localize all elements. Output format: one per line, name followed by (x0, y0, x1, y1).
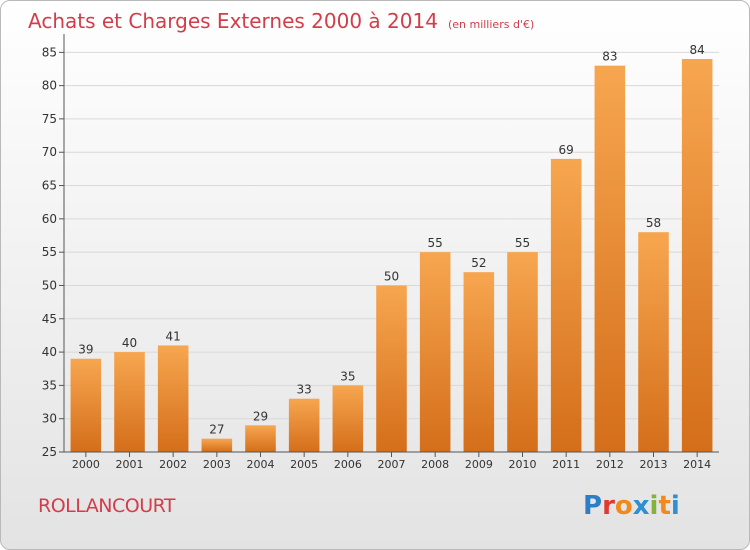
bar-2002 (157, 345, 189, 452)
bar-2000 (70, 358, 102, 452)
chart-title: Achats et Charges Externes 2000 à 2014 (e… (28, 9, 534, 33)
bar-2011 (550, 158, 582, 452)
bar-2012 (594, 65, 626, 452)
bar-value-label: 58 (646, 216, 661, 230)
bar-value-label: 55 (428, 236, 443, 250)
bar-2007 (376, 285, 407, 452)
bar-value-label: 35 (340, 369, 355, 383)
bar-value-label: 52 (471, 256, 486, 270)
y-tick-label: 40 (42, 345, 57, 359)
commune-name: ROLLANCOURT (38, 495, 176, 517)
y-tick-label: 45 (42, 312, 57, 326)
bar-2005 (288, 398, 320, 452)
x-tick-label: 2014 (683, 458, 711, 471)
bar-2003 (201, 438, 233, 452)
chart-title-text: Achats et Charges Externes 2000 à 2014 (28, 9, 438, 33)
y-tick-label: 75 (42, 112, 57, 126)
bar-value-label: 40 (122, 336, 137, 350)
bar-2014 (681, 58, 713, 452)
chart-unit: (en milliers d'€) (447, 18, 535, 31)
bar-value-label: 50 (384, 269, 399, 283)
brand-letter: t (658, 491, 671, 521)
x-tick-label: 2006 (334, 458, 362, 471)
y-tick-label: 50 (42, 278, 57, 292)
bar-2009 (463, 272, 495, 452)
y-tick-label: 80 (42, 79, 57, 93)
y-tick-label: 25 (42, 445, 57, 459)
brand-letter: i (670, 491, 680, 521)
bar-2013 (638, 232, 669, 452)
x-tick-label: 2013 (640, 458, 668, 471)
y-tick-label: 60 (42, 212, 57, 226)
x-tick-label: 2010 (509, 458, 537, 471)
bar-2006 (332, 385, 364, 452)
bar-2004 (245, 425, 276, 452)
bar-value-label: 69 (559, 143, 574, 157)
bar-value-label: 41 (166, 329, 181, 343)
x-tick-label: 2007 (378, 458, 406, 471)
bar-2008 (419, 252, 451, 452)
brand-letter: P (583, 491, 603, 521)
bar-value-label: 33 (297, 383, 312, 397)
bar-value-label: 84 (690, 43, 705, 57)
x-tick-label: 2001 (116, 458, 144, 471)
bar-2001 (114, 352, 145, 452)
x-tick-label: 2005 (290, 458, 318, 471)
x-tick-label: 2004 (247, 458, 275, 471)
bar-2010 (507, 252, 538, 452)
x-tick-label: 2009 (465, 458, 493, 471)
x-tick-label: 2012 (596, 458, 624, 471)
x-tick-label: 2000 (72, 458, 100, 471)
brand-letter: i (649, 491, 659, 521)
y-tick-label: 70 (42, 145, 57, 159)
y-tick-label: 35 (42, 378, 57, 392)
y-tick-label: 85 (42, 45, 57, 59)
y-tick-label: 65 (42, 179, 57, 193)
x-tick-label: 2002 (159, 458, 187, 471)
bar-value-label: 55 (515, 236, 530, 250)
brand-logo: Proxiti (583, 491, 680, 521)
y-tick-label: 30 (42, 412, 57, 426)
brand-letter: r (602, 491, 615, 521)
y-tick-label: 55 (42, 245, 57, 259)
bar-value-label: 27 (209, 423, 224, 437)
bar-value-label: 83 (602, 50, 617, 64)
x-tick-label: 2003 (203, 458, 231, 471)
x-tick-label: 2008 (421, 458, 449, 471)
brand-letter: o (614, 491, 633, 521)
x-tick-label: 2011 (552, 458, 580, 471)
brand-letter: x (632, 491, 650, 521)
bar-value-label: 29 (253, 409, 268, 423)
bar-value-label: 39 (78, 343, 93, 357)
